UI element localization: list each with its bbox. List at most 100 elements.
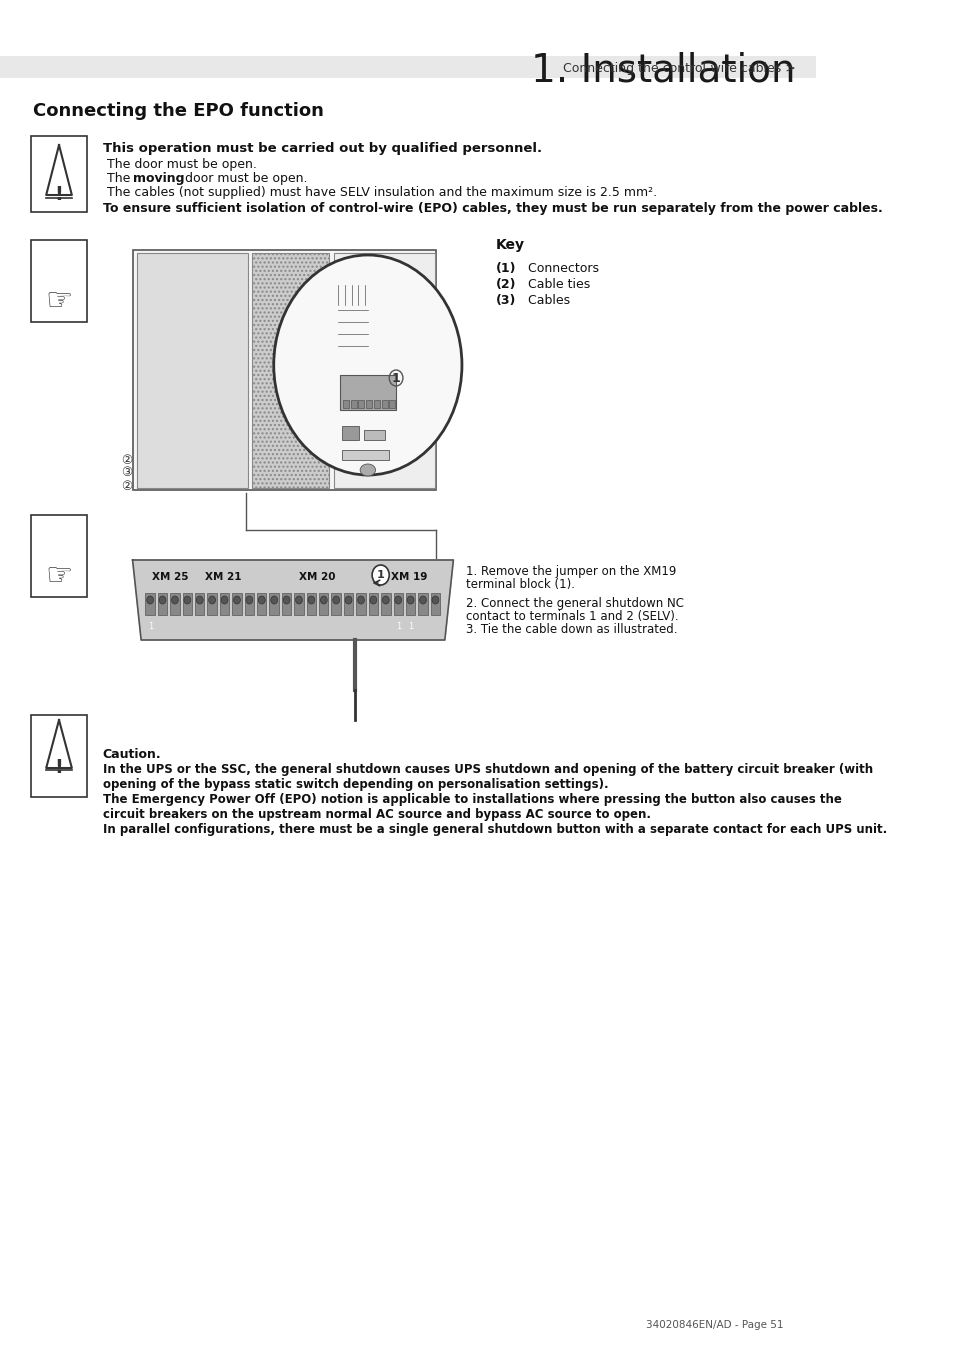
Text: (2): (2) [496,278,517,290]
Bar [342,450,389,459]
Circle shape [382,596,389,604]
Circle shape [345,596,352,604]
Text: (3): (3) [496,295,516,307]
Text: XM 19: XM 19 [391,571,427,582]
Circle shape [184,596,191,604]
Polygon shape [46,720,71,767]
Circle shape [283,596,290,604]
Bar [145,593,154,615]
Bar [136,253,248,488]
Text: The Emergency Power Off (EPO) notion is applicable to installations where pressi: The Emergency Power Off (EPO) notion is … [103,793,841,807]
Text: 34020846EN/AD - Page 51: 34020846EN/AD - Page 51 [645,1320,782,1329]
Text: 2. Connect the general shutdown NC: 2. Connect the general shutdown NC [466,597,683,611]
Text: To ensure sufficient isolation of control-wire (EPO) cables, they must be run se: To ensure sufficient isolation of contro… [103,203,882,215]
Text: 1. Installation: 1. Installation [531,51,795,91]
Circle shape [147,596,153,604]
Text: 1: 1 [392,372,400,385]
Bar [219,593,229,615]
Text: 1: 1 [376,570,384,580]
Text: 1: 1 [148,621,153,631]
Bar [0,55,815,78]
Polygon shape [46,145,71,195]
FancyBboxPatch shape [132,250,436,490]
Text: ②: ② [121,454,132,466]
Circle shape [209,596,215,604]
Bar [182,593,192,615]
Text: XM 21: XM 21 [205,571,241,582]
Circle shape [372,565,389,585]
Bar [393,593,402,615]
Bar [334,253,435,488]
Text: The cables (not supplied) must have SELV insulation and the maximum size is 2.5 : The cables (not supplied) must have SELV… [107,186,657,199]
Bar [207,593,216,615]
Circle shape [432,596,438,604]
Text: ②: ② [121,480,132,493]
Bar [358,400,364,408]
Text: contact to terminals 1 and 2 (SELV).: contact to terminals 1 and 2 (SELV). [466,611,679,623]
FancyBboxPatch shape [30,515,87,597]
Circle shape [357,596,364,604]
Bar [256,593,266,615]
Text: circuit breakers on the upstream normal AC source and bypass AC source to open.: circuit breakers on the upstream normal … [103,808,650,821]
Text: Caution.: Caution. [103,748,161,761]
Bar [380,593,390,615]
Circle shape [159,596,166,604]
Text: terminal block (1).: terminal block (1). [466,578,575,590]
FancyBboxPatch shape [30,715,87,797]
Text: ☞: ☞ [46,286,72,316]
Text: Key: Key [496,238,524,253]
Text: ③: ③ [121,466,132,480]
Bar [306,593,315,615]
Circle shape [295,596,302,604]
Circle shape [221,596,228,604]
Bar [170,593,179,615]
Bar [331,593,340,615]
FancyBboxPatch shape [30,240,87,322]
Bar [294,593,303,615]
Text: ☞: ☞ [46,562,72,590]
Bar [253,253,329,488]
Text: Connecting the EPO function: Connecting the EPO function [32,101,323,120]
Bar [340,376,395,409]
Bar [417,593,427,615]
Text: Cables: Cables [523,295,569,307]
Bar [351,400,356,408]
Circle shape [308,596,314,604]
Text: Connectors: Connectors [523,262,598,276]
Circle shape [258,596,265,604]
Bar [366,400,372,408]
Text: XM 25: XM 25 [152,571,189,582]
Text: The: The [107,172,134,185]
Bar [194,593,204,615]
Circle shape [407,596,414,604]
Text: !: ! [54,758,64,777]
Text: 1: 1 [395,621,401,631]
Bar [405,593,415,615]
Text: In the UPS or the SSC, the general shutdown causes UPS shutdown and opening of t: In the UPS or the SSC, the general shutd… [103,763,872,775]
Text: 1: 1 [408,621,413,631]
Polygon shape [132,561,453,640]
Text: door must be open.: door must be open. [180,172,307,185]
Bar [381,400,387,408]
Circle shape [419,596,426,604]
FancyBboxPatch shape [30,136,87,212]
Text: In parallel configurations, there must be a single general shutdown button with : In parallel configurations, there must b… [103,823,886,836]
Text: 1. Remove the jumper on the XM19: 1. Remove the jumper on the XM19 [466,565,676,578]
Text: Cable ties: Cable ties [523,278,589,290]
Text: opening of the bypass static switch depending on personalisation settings).: opening of the bypass static switch depe… [103,778,608,790]
Text: This operation must be carried out by qualified personnel.: This operation must be carried out by qu… [103,142,541,155]
Bar [343,400,349,408]
Bar [368,593,377,615]
Bar [157,593,167,615]
Bar [343,593,353,615]
Bar [342,426,359,440]
Circle shape [196,596,203,604]
Circle shape [333,596,339,604]
Text: moving: moving [132,172,184,185]
Text: !: ! [54,185,64,204]
Ellipse shape [360,463,375,476]
Bar [389,400,395,408]
Text: Connecting the control-wire cables >: Connecting the control-wire cables > [562,62,795,76]
Text: XM 20: XM 20 [299,571,335,582]
Bar [244,593,253,615]
